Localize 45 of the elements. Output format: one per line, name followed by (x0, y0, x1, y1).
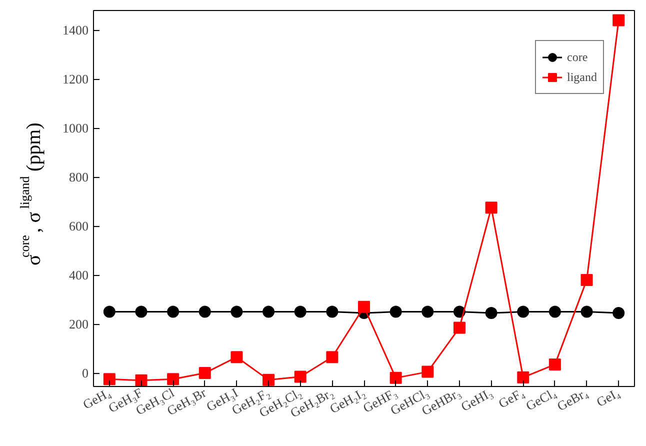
point (612, 307, 625, 320)
point (198, 367, 211, 380)
point (167, 306, 180, 318)
point (422, 366, 434, 378)
y-tick-label: 1000 (62, 120, 88, 136)
point (167, 373, 180, 386)
point (422, 306, 434, 318)
point (262, 306, 275, 318)
point (580, 306, 593, 318)
y-tick-label: 1200 (62, 72, 88, 87)
point (135, 374, 148, 386)
x-tick-label: GeF₄ (496, 384, 528, 411)
point (517, 371, 530, 384)
y-tick-label: 800 (69, 170, 88, 185)
point (230, 351, 243, 364)
y-tick-label: 200 (69, 316, 88, 332)
y-tick-label: 1400 (62, 22, 88, 38)
legend-label: core (567, 50, 588, 64)
point (390, 306, 402, 318)
point (485, 202, 498, 214)
y-axis-title: σcore, σligand(ppm) (17, 122, 46, 266)
point (548, 306, 561, 318)
y-tick-label: 400 (69, 268, 88, 283)
point (294, 306, 306, 318)
point (103, 373, 116, 386)
point (198, 306, 211, 318)
point (358, 300, 370, 313)
point (612, 14, 625, 26)
legend-label: ligand (567, 70, 597, 84)
point (548, 358, 561, 370)
point (103, 306, 116, 318)
point (135, 306, 148, 318)
point (485, 307, 498, 320)
y-tick-label: 600 (69, 218, 88, 234)
y-tick-label: 0 (82, 366, 88, 381)
point (580, 274, 593, 286)
point (294, 370, 306, 383)
point (453, 322, 466, 334)
point (326, 306, 338, 318)
point (262, 374, 275, 386)
point (326, 351, 338, 364)
point (390, 372, 402, 384)
point (230, 306, 243, 318)
x-tick-label: GeI₄ (594, 384, 623, 410)
point (517, 306, 530, 318)
